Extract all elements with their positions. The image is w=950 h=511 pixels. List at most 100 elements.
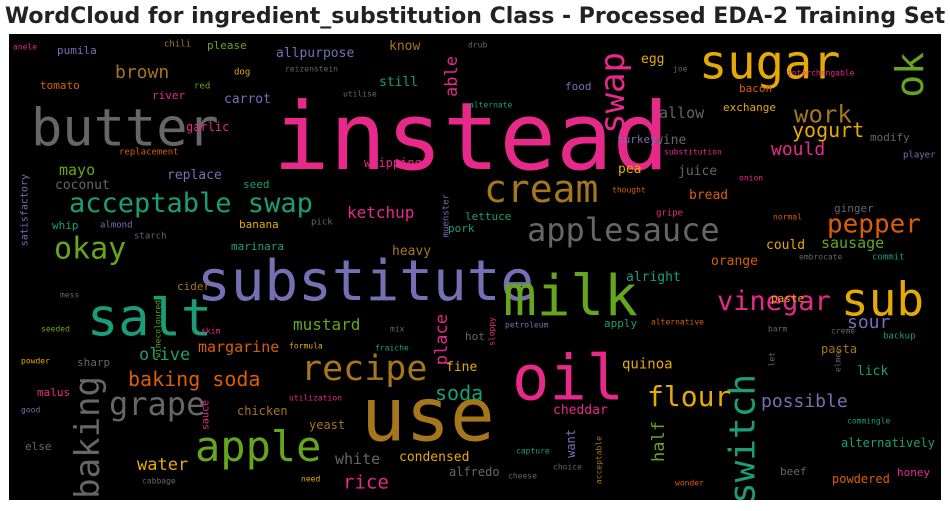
word-lettuce: lettuce	[465, 210, 511, 223]
word-wonder: wonder	[675, 479, 704, 488]
word-elmer: elmer	[834, 348, 843, 372]
word-muenster: muenster	[442, 193, 452, 237]
word-rice: rice	[343, 472, 389, 494]
word-acceptable: acceptable	[595, 436, 604, 484]
word-red: red	[194, 82, 210, 92]
word-allpurpose: allpurpose	[276, 46, 354, 61]
word-exchange: exchange	[723, 101, 776, 114]
word-yeast: yeast	[309, 418, 345, 432]
word-condensed: condensed	[399, 450, 469, 465]
word-mayo: mayo	[59, 161, 95, 179]
word-milk: milk	[503, 264, 638, 329]
word-soda: soda	[435, 381, 483, 405]
word-olive: olive	[139, 345, 190, 365]
word-satisfactory: satisfactory	[19, 174, 30, 246]
word-substitute: substitute	[197, 249, 534, 314]
word-cheddar: cheddar	[553, 403, 608, 418]
word-vinegar: vinegar	[717, 286, 831, 317]
word-sub: sub	[841, 272, 924, 326]
word-choice: choice	[553, 463, 582, 472]
word-normal: normal	[773, 213, 802, 222]
word-sharp: sharp	[77, 356, 110, 369]
word-half: half	[649, 421, 669, 462]
word-gripe: gripe	[656, 209, 683, 219]
word-backup: backup	[883, 332, 916, 342]
word-pasta: pasta	[821, 342, 857, 356]
word-able: able	[442, 56, 462, 97]
word-drub: drub	[468, 41, 487, 50]
word-banana: banana	[239, 218, 279, 231]
word-still: still	[379, 75, 418, 90]
word-barm: barm	[768, 325, 787, 334]
word-chicken: chicken	[237, 404, 288, 418]
word-lick: lick	[857, 364, 888, 379]
word-mess: mess	[60, 291, 79, 300]
word-okay: okay	[54, 232, 126, 267]
word-quinoa: quinoa	[622, 357, 673, 373]
word-food: food	[565, 80, 592, 93]
word-sour: sour	[847, 312, 891, 333]
word-ketchup: ketchup	[347, 203, 414, 222]
word-baking-soda: baking soda	[128, 367, 260, 391]
word-reizenstein: reizenstein	[285, 65, 338, 74]
word-marinara: marinara	[231, 240, 284, 253]
word-skim: skim	[201, 327, 220, 336]
word-whip: whip	[52, 219, 79, 232]
word-mix: mix	[390, 325, 405, 334]
word-sausage: sausage	[821, 234, 884, 252]
word-cabbage: cabbage	[142, 477, 176, 486]
word-almond: almond	[100, 221, 133, 231]
word-alternatively: alternatively	[841, 436, 935, 450]
word-swap: swap	[593, 52, 633, 134]
word-egg: egg	[641, 52, 664, 67]
word-could: could	[766, 238, 805, 253]
word-pumila: pumila	[57, 44, 97, 57]
word-garlic: garlic	[186, 120, 229, 134]
word-paste: paste	[771, 292, 804, 305]
word-baking: baking	[68, 376, 108, 499]
word-starch: starch	[134, 232, 167, 242]
wordcloud-panel: instead substitute use milk salt oil butter sug…	[9, 34, 941, 500]
word-grape: grape	[109, 385, 205, 423]
word-sauce: sauce	[200, 400, 211, 430]
word-commit: commit	[872, 253, 905, 263]
word-let: let	[768, 352, 777, 367]
word-coconut: coconut	[55, 178, 110, 193]
word-heavy: heavy	[392, 244, 431, 259]
word-hot: hot	[465, 330, 485, 343]
word-use: use	[361, 372, 495, 458]
word-embrocate: embrocate	[799, 253, 843, 262]
word-yogurt: yogurt	[792, 118, 864, 142]
word-seeded: seeded	[41, 325, 70, 334]
word-joe: joe	[673, 65, 688, 74]
word-alternative: alternative	[651, 318, 704, 327]
word-creme: creme	[831, 327, 855, 336]
word-modify: modify	[870, 131, 910, 144]
word-ginger: ginger	[834, 202, 874, 215]
word-powdered: powdered	[832, 472, 890, 486]
word-sugar: sugar	[699, 35, 840, 90]
word-replacement: replacement	[119, 148, 179, 158]
word-place: place	[432, 314, 452, 365]
word-acceptable-swap: acceptable swap	[69, 188, 313, 219]
word-cream: cream	[484, 167, 598, 211]
word-anele: anele	[13, 43, 37, 52]
word-salt: salt	[87, 289, 212, 349]
word-margarine: margarine	[198, 338, 279, 356]
word-flour: flour	[647, 380, 731, 413]
word-possible: possible	[761, 391, 848, 412]
word-winecoloured: winecoloured	[154, 300, 163, 358]
word-know: know	[389, 39, 420, 54]
word-pea: pea	[618, 162, 641, 177]
word-alright: alright	[626, 270, 681, 285]
word-need: need	[301, 475, 320, 484]
word-white: white	[335, 450, 380, 468]
word-sloppy: sloppy	[488, 317, 497, 346]
word-cheese: cheese	[508, 472, 537, 481]
word-applesauce: applesauce	[527, 211, 720, 249]
word-orange: orange	[711, 254, 758, 269]
word-malus: malus	[37, 386, 70, 399]
chart-title: WordCloud for ingredient_substitution Cl…	[4, 4, 946, 29]
word-recipe: recipe	[301, 349, 427, 389]
word-alternate: alternate	[469, 101, 513, 110]
